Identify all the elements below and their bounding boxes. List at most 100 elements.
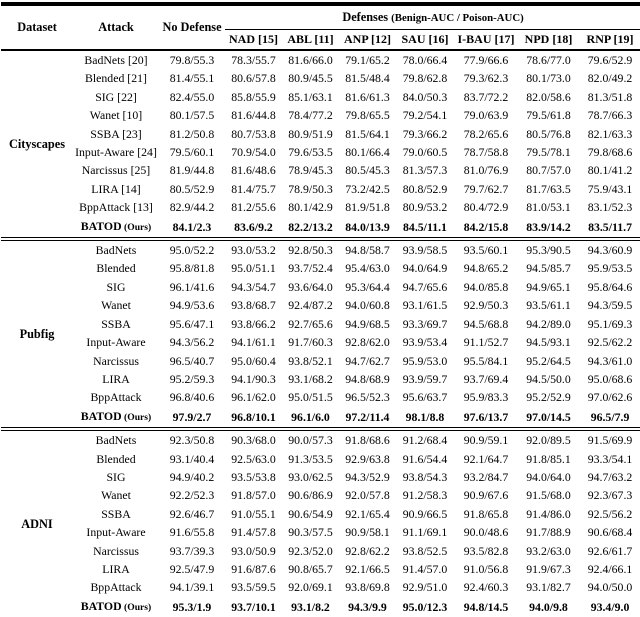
auc-value: 78.3/55.7 <box>231 53 276 67</box>
auc-value: 98.1/8.8 <box>405 409 445 424</box>
attack-label: BadNets [20] <box>84 53 148 67</box>
auc-value: 93.6/64.0 <box>288 279 333 294</box>
auc-value: 91.8/65.8 <box>463 506 509 521</box>
auc-value: 95.8/81.8 <box>169 261 215 276</box>
auc-value: 82.9/44.2 <box>169 200 215 215</box>
auc-value: 92.1/66.5 <box>345 561 390 576</box>
auc-value: 78.6/77.0 <box>526 53 571 67</box>
auc-value: 90.9/67.6 <box>463 488 509 503</box>
attack-label: Wanet <box>101 488 131 503</box>
auc-value: 91.6/55.8 <box>169 525 215 540</box>
attack-label: Blended [21] <box>85 71 147 86</box>
auc-value: 79.8/55.3 <box>169 53 215 67</box>
table-row: Input-Aware 94.3/56.2 94.1/61.1 91.7/60.3 92… <box>1 333 640 351</box>
section-adni: ADNI BadNets 92.3/50.8 90.3/68.0 90.0/57.3 91… <box>1 427 640 617</box>
auc-value: 90.3/57.5 <box>288 525 333 540</box>
auc-value: 93.4/9.0 <box>590 599 630 614</box>
table-row: Cityscapes BadNets [20] 79.8/55.3 78.3/55.7… <box>1 50 640 151</box>
auc-value: 81.6/48.6 <box>231 163 276 178</box>
auc-value: 81.5/48.4 <box>345 71 390 86</box>
auc-value: 94.0/50.0 <box>587 580 633 595</box>
auc-value: 80.5/45.3 <box>345 163 390 178</box>
auc-value: 91.2/58.3 <box>402 488 448 503</box>
auc-value: 82.1/63.3 <box>587 126 633 141</box>
auc-value: 95.3/90.5 <box>518 237 579 260</box>
auc-value: 93.5/61.1 <box>526 298 571 313</box>
auc-value: 81.6/61.3 <box>345 89 390 104</box>
auc-value: 79.1/65.2 <box>345 53 390 67</box>
auc-value: 94.0/9.8 <box>529 599 568 614</box>
auc-value: 92.9/51.0 <box>402 580 448 595</box>
auc-value: 94.9/68.5 <box>345 316 390 331</box>
auc-value: 96.1/6.0 <box>291 409 330 424</box>
auc-value: 92.0/57.8 <box>345 488 390 503</box>
auc-value: 79.7/62.7 <box>463 181 509 196</box>
table-row: SSBA [23] 81.2/50.8 80.7/53.8 80.9/51.9 81.5… <box>1 125 640 143</box>
auc-value: 83.7/72.2 <box>463 89 509 104</box>
auc-value: 93.8/54.3 <box>402 469 448 484</box>
auc-value: 94.9/40.2 <box>169 469 215 484</box>
auc-value: 81.6/66.0 <box>288 53 333 67</box>
auc-value: 81.2/55.6 <box>231 200 276 215</box>
table-row: Narcissus [25] 81.9/44.8 81.6/48.6 78.9/45.… <box>1 161 640 179</box>
defenses-group-header: Defenses (Benign-AUC / Poison-AUC) <box>225 4 640 30</box>
attack-label: LIRA [14] <box>91 181 141 196</box>
attack-label: SSBA <box>101 316 131 331</box>
auc-value: 81.5/64.1 <box>345 126 390 141</box>
auc-value: 80.9/45.5 <box>288 71 333 86</box>
auc-value: 80.6/57.8 <box>231 71 276 86</box>
auc-value: 92.4/60.3 <box>463 580 509 595</box>
auc-value: 93.1/82.7 <box>526 580 571 595</box>
auc-value: 92.8/62.2 <box>345 543 390 558</box>
auc-value: 93.1/61.5 <box>402 298 448 313</box>
attack-label: SIG [22] <box>95 89 137 104</box>
auc-value: 90.9/58.1 <box>345 525 390 540</box>
auc-value: 81.6/44.8 <box>231 108 276 123</box>
auc-value: 82.0/49.2 <box>587 71 633 86</box>
auc-value: 95.0/51.1 <box>231 261 276 276</box>
auc-value: 93.9/59.7 <box>402 371 448 386</box>
defenses-group-subtitle: (Benign-AUC / Poison-AUC) <box>391 12 524 24</box>
auc-value: 95.5/84.1 <box>463 353 509 368</box>
auc-value: 94.0/60.8 <box>345 298 390 313</box>
batod-total-row: BATOD (Ours) 84.1/2.3 83.6/9.2 82.2/13.2 84.… <box>1 217 640 239</box>
auc-value: 84.0/50.3 <box>402 89 448 104</box>
attack-label: BadNets <box>73 427 159 450</box>
auc-value: 93.5/82.8 <box>463 543 509 558</box>
auc-value: 94.5/85.7 <box>526 261 571 276</box>
auc-value: 95.9/53.5 <box>587 261 633 276</box>
attack-label: Input-Aware <box>86 335 146 350</box>
auc-value: 92.5/62.2 <box>587 335 633 350</box>
auc-value: 95.9/83.3 <box>463 390 509 405</box>
auc-value: 80.7/53.8 <box>231 126 276 141</box>
auc-value: 70.9/54.0 <box>231 145 276 160</box>
attack-label: LIRA <box>102 561 130 576</box>
auc-value: 84.5/11.1 <box>403 219 447 234</box>
auc-value: 95.8/64.6 <box>587 279 633 294</box>
auc-value: 79.5/60.1 <box>169 145 215 160</box>
col-header-dataset: Dataset <box>1 4 73 51</box>
auc-value: 94.8/14.5 <box>463 599 509 614</box>
header-spanner-row: Dataset Attack No Defense Defenses (Beni… <box>1 4 640 51</box>
auc-value: 94.3/52.9 <box>345 469 390 484</box>
auc-value: 93.8/69.8 <box>345 580 390 595</box>
auc-value: 91.6/87.6 <box>231 561 276 576</box>
auc-value: 82.2/13.2 <box>288 219 333 234</box>
auc-value: 77.9/66.6 <box>463 53 509 67</box>
table-header: Dataset Attack No Defense Defenses (Beni… <box>1 4 640 51</box>
auc-value: 93.5/53.8 <box>231 469 276 484</box>
auc-value: 79.5/78.1 <box>526 145 571 160</box>
auc-value: 78.7/58.8 <box>463 145 509 160</box>
auc-value: 92.9/63.8 <box>345 451 390 466</box>
auc-value: 83.6/9.2 <box>234 219 273 234</box>
attack-label: Narcissus <box>93 543 139 558</box>
auc-value: 90.8/65.7 <box>288 561 333 576</box>
auc-value: 97.9/2.7 <box>172 409 212 424</box>
col-header-rnp: RNP [19] <box>579 29 640 51</box>
attack-label: BATOD (Ours) <box>80 598 152 613</box>
section-pubfig: Pubfig BadNets 95.0/52.2 93.0/53.2 92.8/50.3… <box>1 237 640 430</box>
auc-value: 93.5/60.1 <box>454 237 518 260</box>
auc-value: 93.1/40.4 <box>169 451 215 466</box>
auc-value: 92.6/46.7 <box>169 506 215 521</box>
auc-value: 91.1/69.1 <box>402 525 448 540</box>
